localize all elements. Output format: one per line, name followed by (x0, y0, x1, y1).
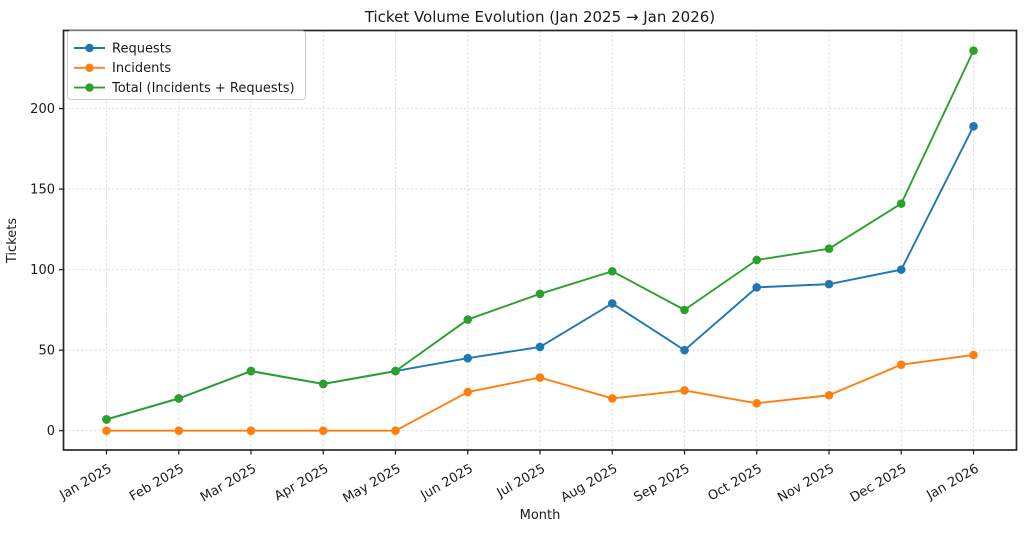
data-point (174, 394, 184, 403)
data-point (535, 373, 545, 382)
axis-ticks (59, 107, 975, 455)
legend-marker-icon (85, 63, 94, 72)
data-point (535, 342, 545, 352)
chart-title: Ticket Volume Evolution (Jan 2025 → Jan … (364, 8, 715, 26)
data-point (969, 46, 978, 55)
x-axis-label: Month (520, 508, 561, 523)
data-point (318, 379, 328, 389)
series-incidents (102, 350, 978, 435)
data-point (896, 199, 906, 208)
y-tick-label: 200 (30, 102, 55, 117)
y-tick-labels: 0 50 100 150 200 (30, 102, 55, 439)
data-point (102, 426, 111, 435)
legend-entry: Total (Incidents + Requests) (74, 81, 295, 96)
y-tick-label: 0 (47, 424, 55, 439)
legend-label: Requests (112, 41, 172, 56)
legend: Requests Incidents Total (Incidents + Requ… (67, 30, 306, 100)
y-tick-label: 150 (30, 182, 55, 197)
legend-entry: Requests (74, 41, 172, 56)
data-point (752, 255, 762, 265)
legend-label: Incidents (112, 61, 171, 76)
data-point (463, 315, 473, 324)
legend-entry: Incidents (74, 61, 171, 76)
legend-label: Total (Incidents + Requests) (111, 81, 295, 96)
data-point (246, 426, 256, 435)
data-point (752, 398, 762, 408)
legend-marker-icon (85, 83, 94, 92)
data-point (969, 122, 978, 131)
data-point (607, 266, 617, 276)
data-point (824, 279, 834, 289)
data-point (824, 390, 834, 400)
data-point (391, 426, 400, 435)
data-point (318, 426, 328, 435)
legend-box (67, 30, 306, 100)
data-point (680, 345, 689, 355)
y-axis-label: Tickets (5, 218, 20, 264)
data-point (969, 350, 978, 360)
data-point (607, 299, 617, 308)
data-point (463, 387, 473, 397)
data-point (896, 265, 906, 274)
legend-marker-icon (85, 43, 94, 53)
data-point (463, 353, 473, 363)
data-point (535, 289, 545, 299)
data-point (607, 394, 617, 403)
series-total-incidents-requests (102, 46, 978, 424)
y-tick-label: 100 (30, 263, 55, 278)
data-point (174, 426, 184, 435)
data-point (896, 360, 906, 369)
data-point (391, 366, 400, 376)
data-series (102, 46, 978, 435)
data-point (752, 283, 762, 292)
y-tick-label: 50 (38, 343, 55, 358)
data-point (102, 415, 111, 424)
data-point (824, 244, 834, 254)
data-point (680, 386, 689, 395)
data-point (246, 366, 256, 376)
data-point (680, 305, 689, 315)
